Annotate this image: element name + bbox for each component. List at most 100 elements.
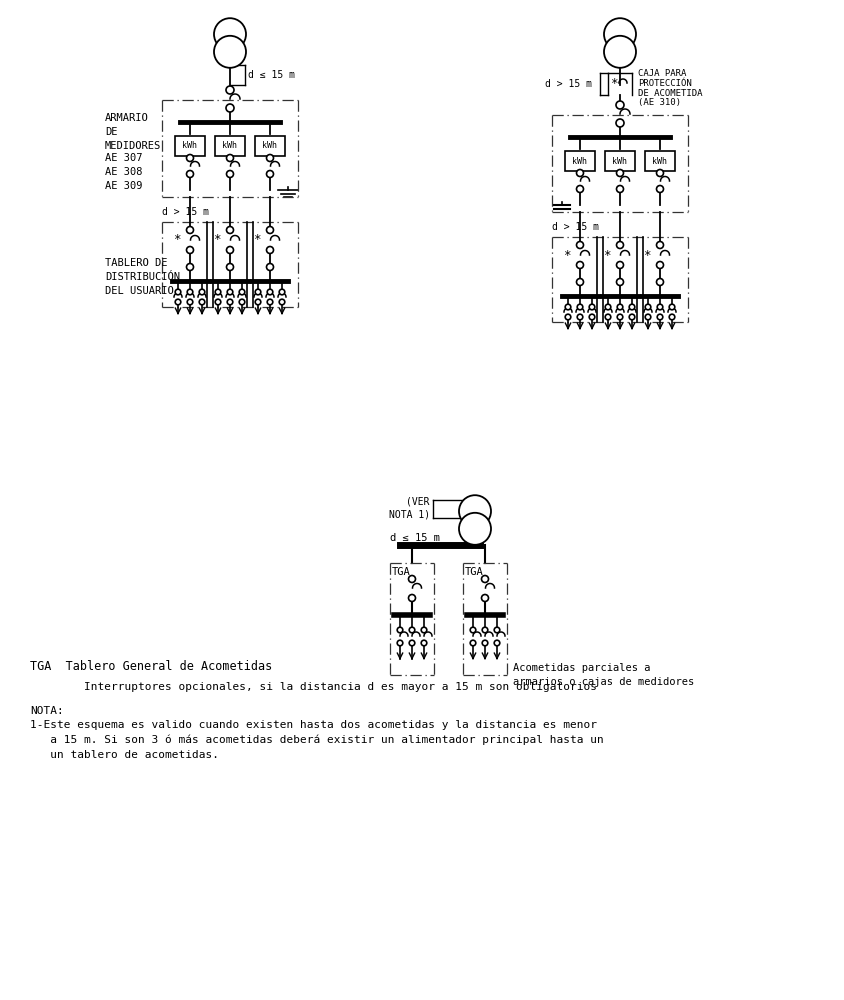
Circle shape	[187, 154, 193, 161]
Circle shape	[616, 186, 623, 192]
Circle shape	[576, 241, 583, 248]
Circle shape	[603, 18, 636, 50]
Circle shape	[576, 186, 583, 192]
Circle shape	[187, 246, 193, 253]
Text: d > 15 m: d > 15 m	[551, 222, 598, 232]
Text: AE 307
AE 308
AE 309: AE 307 AE 308 AE 309	[105, 153, 143, 191]
Text: TGA: TGA	[392, 567, 410, 577]
Circle shape	[226, 170, 233, 178]
Text: (VER
NOTA 1): (VER NOTA 1)	[388, 497, 430, 519]
Circle shape	[482, 640, 487, 646]
Circle shape	[469, 627, 475, 633]
Text: TABLERO DE
DISTRIBUCIÓN
DEL USUARIO: TABLERO DE DISTRIBUCIÓN DEL USUARIO	[105, 258, 180, 296]
Circle shape	[226, 227, 233, 233]
Circle shape	[668, 304, 674, 310]
Text: *: *	[642, 248, 650, 261]
Circle shape	[227, 289, 233, 295]
Text: *: *	[609, 78, 617, 91]
Circle shape	[656, 261, 663, 268]
Circle shape	[615, 119, 623, 127]
Circle shape	[604, 314, 610, 320]
Circle shape	[227, 299, 233, 305]
Circle shape	[657, 304, 662, 310]
Circle shape	[482, 627, 487, 633]
Circle shape	[481, 576, 488, 582]
Text: (AE 310): (AE 310)	[637, 99, 680, 107]
Circle shape	[267, 299, 273, 305]
Text: d ≤ 15 m: d ≤ 15 m	[390, 533, 440, 543]
Text: DE ACOMETIDA: DE ACOMETIDA	[637, 89, 701, 98]
Circle shape	[656, 186, 663, 192]
Bar	[604, 151, 634, 171]
Text: *: *	[253, 233, 261, 246]
Text: TGA  Tablero General de Acometidas: TGA Tablero General de Acometidas	[30, 660, 272, 673]
Circle shape	[576, 278, 583, 286]
Circle shape	[616, 169, 623, 176]
Circle shape	[420, 640, 426, 646]
Circle shape	[576, 169, 583, 176]
Circle shape	[187, 263, 193, 270]
Circle shape	[226, 246, 233, 253]
Text: 1-Este esquema es valido cuando existen hasta dos acometidas y la distancia es m: 1-Este esquema es valido cuando existen …	[30, 720, 603, 760]
Circle shape	[616, 304, 622, 310]
Bar	[214, 136, 245, 156]
Circle shape	[266, 227, 273, 233]
Text: kWh: kWh	[652, 156, 667, 165]
Text: *: *	[213, 233, 220, 246]
Text: d ≤ 15 m: d ≤ 15 m	[247, 70, 295, 80]
Circle shape	[266, 170, 273, 178]
Circle shape	[565, 304, 571, 310]
Bar	[175, 136, 205, 156]
Circle shape	[187, 299, 192, 305]
Text: kWh: kWh	[222, 141, 237, 150]
Circle shape	[588, 304, 594, 310]
Circle shape	[214, 36, 246, 68]
Circle shape	[615, 101, 623, 109]
Circle shape	[408, 640, 414, 646]
Text: *: *	[603, 248, 610, 261]
Circle shape	[481, 594, 488, 601]
Circle shape	[604, 304, 610, 310]
Circle shape	[588, 314, 594, 320]
Circle shape	[266, 246, 273, 253]
Circle shape	[656, 278, 663, 286]
Text: *: *	[563, 248, 570, 261]
Circle shape	[576, 304, 582, 310]
Circle shape	[225, 104, 234, 112]
Circle shape	[397, 627, 403, 633]
Circle shape	[645, 314, 650, 320]
Text: TGA: TGA	[464, 567, 483, 577]
Text: Acometidas parciales a
armarios o cajas de medidores: Acometidas parciales a armarios o cajas …	[512, 663, 694, 687]
Circle shape	[616, 241, 623, 248]
Circle shape	[255, 289, 261, 295]
Circle shape	[420, 627, 426, 633]
Circle shape	[187, 170, 193, 178]
Circle shape	[267, 289, 273, 295]
Circle shape	[239, 299, 245, 305]
Text: kWh: kWh	[572, 156, 587, 165]
Circle shape	[657, 314, 662, 320]
Circle shape	[175, 289, 181, 295]
Circle shape	[408, 627, 414, 633]
Text: kWh: kWh	[182, 141, 197, 150]
Circle shape	[199, 299, 204, 305]
Text: kWh: kWh	[262, 141, 277, 150]
Circle shape	[239, 289, 245, 295]
Bar	[644, 151, 674, 171]
Text: d > 15 m: d > 15 m	[162, 207, 208, 217]
Circle shape	[603, 36, 636, 68]
Circle shape	[199, 289, 204, 295]
Circle shape	[576, 314, 582, 320]
Circle shape	[279, 289, 284, 295]
Circle shape	[668, 314, 674, 320]
Circle shape	[266, 263, 273, 270]
Text: ARMARIO
DE
MEDIDORES: ARMARIO DE MEDIDORES	[105, 113, 161, 151]
Text: kWh: kWh	[612, 156, 627, 165]
Bar	[565, 151, 594, 171]
Text: CAJA PARA: CAJA PARA	[637, 68, 685, 78]
Circle shape	[225, 86, 234, 94]
Text: *: *	[173, 233, 181, 246]
Circle shape	[187, 227, 193, 233]
Circle shape	[656, 169, 663, 176]
Circle shape	[266, 154, 273, 161]
